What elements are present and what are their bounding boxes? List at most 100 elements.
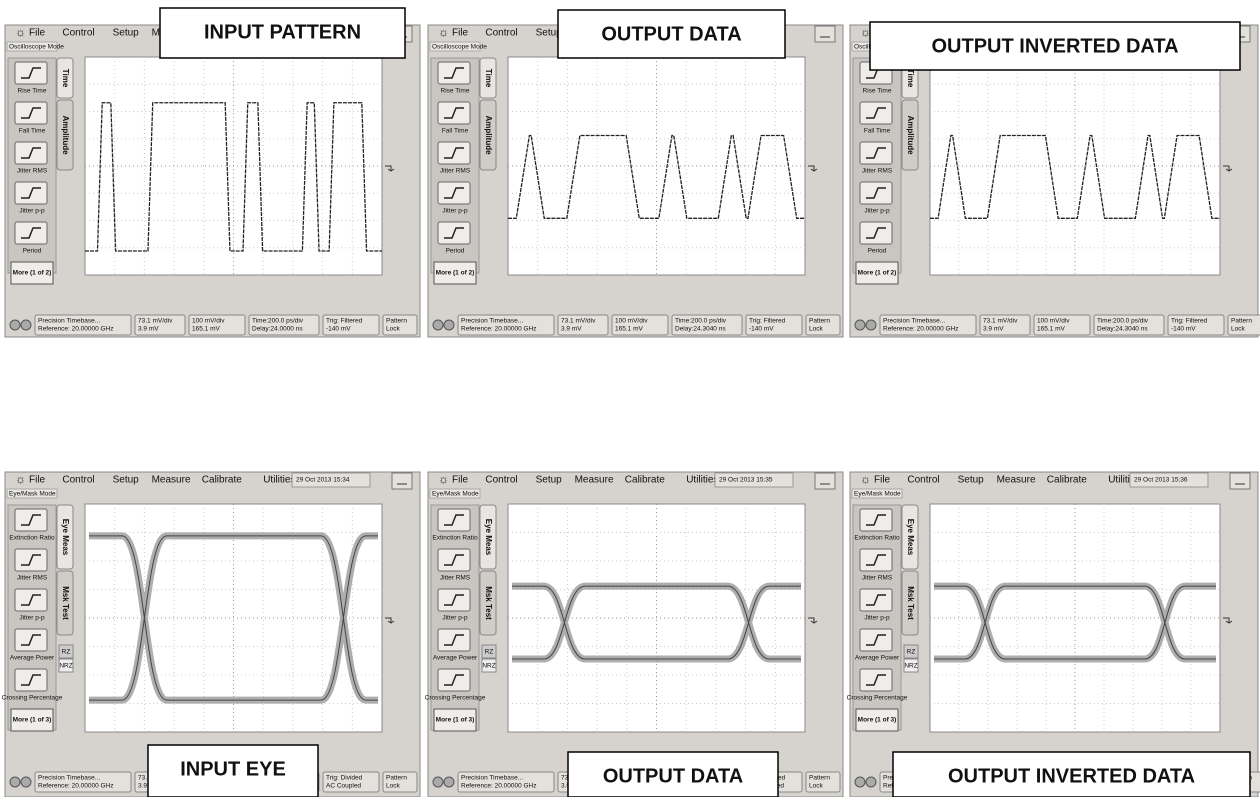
status-text: Reference: 20.00000 GHz <box>883 326 959 333</box>
status-text: 165.1 mV <box>615 326 643 333</box>
button-label: Fall Time <box>442 128 469 135</box>
date-time: 29 Oct 2013 15:35 <box>719 477 773 484</box>
button-label: Crossing Percentage <box>847 695 908 702</box>
overlay-label: INPUT EYE <box>180 758 286 780</box>
menu-item[interactable]: Setup <box>113 28 140 39</box>
menu-item[interactable]: Control <box>62 28 94 39</box>
button-label: Rise Time <box>441 88 470 95</box>
button-label: Rise Time <box>18 88 47 95</box>
format-tab-label: NRZ <box>904 663 917 670</box>
menu-item[interactable]: Measure <box>997 475 1036 486</box>
more-label: More (1 of 2) <box>858 270 897 277</box>
menu-item[interactable]: Utilities <box>686 475 718 486</box>
status-icon <box>10 320 20 330</box>
button-label: Rise Time <box>863 88 892 95</box>
side-tab-label: Time <box>61 69 70 88</box>
menu-item[interactable]: Setup <box>113 475 140 486</box>
sun-icon: ☼ <box>15 25 26 39</box>
status-text: 165.1 mV <box>1037 326 1065 333</box>
overlay-label: INPUT PATTERN <box>204 21 361 43</box>
menu-item[interactable]: Utilities <box>263 475 295 486</box>
status-text: -140 mV <box>326 326 351 333</box>
format-tab-label: RZ <box>907 649 916 656</box>
side-tab-label: Eye Meas <box>484 519 493 556</box>
status-text: AC Coupled <box>326 783 361 790</box>
status-text: Lock <box>1231 326 1245 333</box>
status-text: Pattern <box>1231 318 1252 325</box>
menu-item[interactable]: Measure <box>152 475 191 486</box>
status-text: Lock <box>386 326 400 333</box>
side-tab-label: Amplitude <box>906 115 915 155</box>
button-label: Fall Time <box>19 128 46 135</box>
status-text: Pattern <box>809 318 830 325</box>
button-label: Crossing Percentage <box>2 695 63 702</box>
overlay-label: OUTPUT DATA <box>603 765 743 787</box>
button-label: Jitter p-p <box>442 208 468 215</box>
menu-item[interactable]: Measure <box>575 475 614 486</box>
button-label: Jitter p-p <box>864 615 890 622</box>
menu-item[interactable]: Control <box>485 28 517 39</box>
format-tab-label: RZ <box>62 649 71 656</box>
scope-window: ☼FileControlSetupMeasureCalibrateUtiliti… <box>850 25 1260 337</box>
menu-item[interactable]: Calibrate <box>202 475 242 486</box>
date-time: 29 Oct 2013 15:34 <box>296 477 350 484</box>
side-tab-label: Msk Test <box>484 586 493 620</box>
side-tab-label: Eye Meas <box>61 519 70 556</box>
button-label: Fall Time <box>864 128 891 135</box>
status-icon <box>444 777 454 787</box>
status-text: Pattern <box>386 775 407 782</box>
menu-item[interactable]: File <box>29 28 46 39</box>
menu-item[interactable]: File <box>29 475 46 486</box>
menu-item[interactable]: Calibrate <box>1047 475 1087 486</box>
status-text: Trig: Filtered <box>749 318 786 325</box>
menu-item[interactable]: Control <box>62 475 94 486</box>
side-tab-label: Time <box>484 69 493 88</box>
button-label: Jitter RMS <box>17 168 48 175</box>
status-text: Precision Timebase... <box>461 318 523 325</box>
status-text: 100 mV/div <box>1037 318 1070 325</box>
button-label: Period <box>868 248 887 255</box>
minimize-button[interactable] <box>815 473 835 489</box>
button-label: Jitter p-p <box>19 208 45 215</box>
button-label: Jitter p-p <box>442 615 468 622</box>
status-text: Trig: Divided <box>326 775 363 782</box>
button-label: Extinction Ratio <box>432 535 478 542</box>
button-label: Extinction Ratio <box>9 535 55 542</box>
sun-icon: ☼ <box>15 472 26 486</box>
status-text: 165.1 mV <box>192 326 220 333</box>
button-label: Jitter RMS <box>440 168 471 175</box>
status-text: 100 mV/div <box>192 318 225 325</box>
menu-item[interactable]: Control <box>907 475 939 486</box>
status-text: Reference: 20.00000 GHz <box>38 783 114 790</box>
status-text: Time:200.0 ps/div <box>675 318 727 325</box>
status-text: Reference: 20.00000 GHz <box>461 783 537 790</box>
minimize-button[interactable] <box>815 26 835 42</box>
menu-item[interactable]: Calibrate <box>625 475 665 486</box>
button-label: Jitter p-p <box>19 615 45 622</box>
status-text: Lock <box>386 783 400 790</box>
status-text: Lock <box>809 326 823 333</box>
side-tab-label: Msk Test <box>906 586 915 620</box>
button-label: Average Power <box>855 655 900 662</box>
scope-window: ☼FileControlSetupMeasureCalibrateUtiliti… <box>425 472 843 797</box>
menu-item[interactable]: File <box>452 28 469 39</box>
menu-item[interactable]: File <box>452 475 469 486</box>
button-label: Jitter RMS <box>862 168 893 175</box>
side-tab-label: Msk Test <box>61 586 70 620</box>
menu-item[interactable]: Control <box>485 475 517 486</box>
menu-item[interactable]: File <box>874 475 891 486</box>
side-tab-label: Eye Meas <box>906 519 915 556</box>
overlay-label: OUTPUT DATA <box>601 23 741 45</box>
status-text: -140 mV <box>749 326 774 333</box>
overlay-label: OUTPUT INVERTED DATA <box>931 35 1178 57</box>
more-label: More (1 of 2) <box>13 270 52 277</box>
menu-item[interactable]: Setup <box>536 475 563 486</box>
scope-window: ☼FileControlSetupMeasureCalibrateUtiliti… <box>5 25 420 337</box>
status-text: Pattern <box>809 775 830 782</box>
minimize-button[interactable] <box>1230 473 1250 489</box>
more-label: More (1 of 3) <box>436 717 475 724</box>
status-text: Delay:24.0000 ns <box>252 326 303 333</box>
minimize-button[interactable] <box>392 473 412 489</box>
status-text: Trig: Filtered <box>1171 318 1208 325</box>
menu-item[interactable]: Setup <box>958 475 985 486</box>
